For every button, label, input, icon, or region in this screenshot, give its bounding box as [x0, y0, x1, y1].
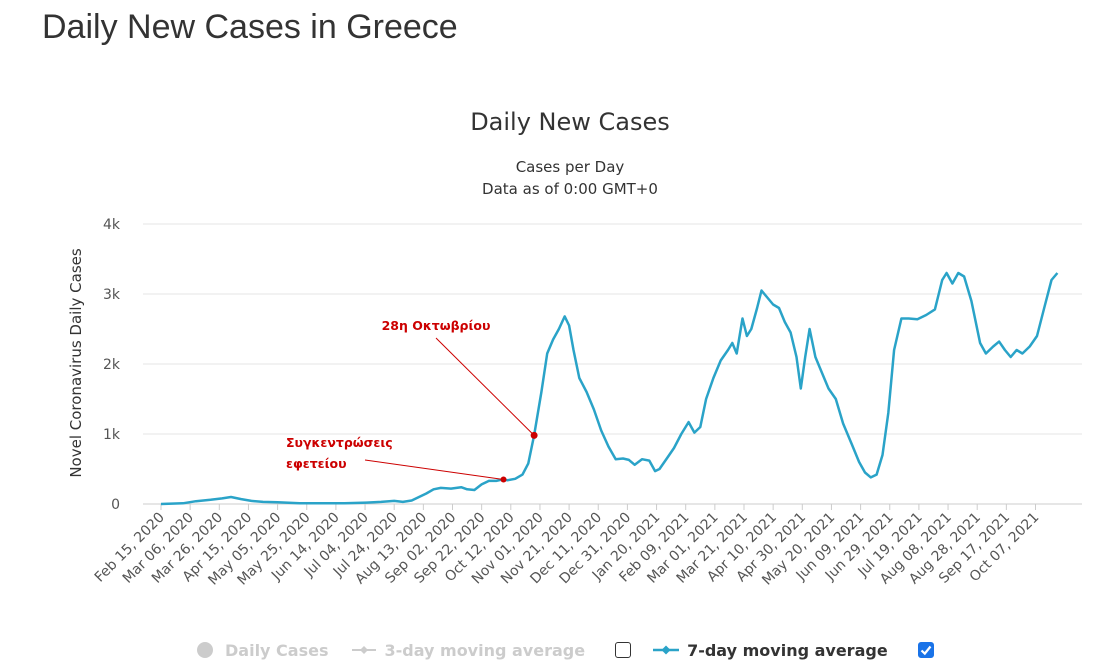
chart-subtitle-line-2: Data as of 0:00 GMT+0	[482, 180, 658, 198]
annotations-layer: 28η Οκτωβρίου Συγκεντρώσεις εφετείου	[286, 318, 538, 483]
annotation-label-rallies-line-2: εφετείου	[286, 456, 347, 471]
y-axis-label: Novel Coronavirus Daily Cases	[67, 248, 85, 478]
y-tick-label: 1k	[103, 427, 121, 443]
series-line-7-day-average	[160, 271, 1059, 506]
legend-item-7-day-average[interactable]: 7-day moving average	[653, 640, 888, 660]
annotation-leader-line	[435, 337, 535, 436]
line-marker-7-day-icon	[653, 645, 680, 655]
annotation-point	[530, 431, 538, 439]
legend-item-daily-cases[interactable]: Daily Cases	[196, 640, 328, 660]
daily-cases-marker-icon	[197, 642, 213, 658]
annotation-label-rallies-line-1: Συγκεντρώσεις	[286, 435, 393, 450]
legend: Daily Cases 3-day moving average 7-day m…	[196, 637, 934, 663]
line-marker-3-day-icon	[352, 646, 377, 654]
page-title: Daily New Cases in Greece	[42, 8, 458, 46]
chart-subtitle-line-1: Cases per Day	[516, 158, 625, 176]
checkbox-3-day-average[interactable]	[615, 642, 632, 658]
y-tick-label: 2k	[103, 357, 121, 373]
annotation-leader-line	[364, 459, 504, 480]
y-tick-label: 3k	[103, 287, 121, 303]
grid-lines	[143, 223, 1082, 505]
checkbox-7-day-average[interactable]	[917, 642, 934, 658]
legend-label-daily-cases: Daily Cases	[225, 640, 329, 660]
y-tick-label: 0	[111, 497, 120, 513]
chart-title: Daily New Cases	[470, 108, 670, 136]
y-tick-label: 4k	[103, 217, 121, 233]
annotation-label-28-october: 28η Οκτωβρίου	[382, 318, 491, 333]
y-axis-ticks: 0 1k 2k 3k 4k	[103, 217, 121, 513]
legend-item-3-day-average[interactable]: 3-day moving average	[352, 640, 585, 660]
legend-label-7-day-average: 7-day moving average	[687, 640, 888, 660]
series-layer	[160, 271, 1059, 506]
legend-label-3-day-average: 3-day moving average	[384, 640, 586, 660]
annotation-point	[500, 476, 507, 483]
checkmark-icon	[920, 645, 932, 656]
